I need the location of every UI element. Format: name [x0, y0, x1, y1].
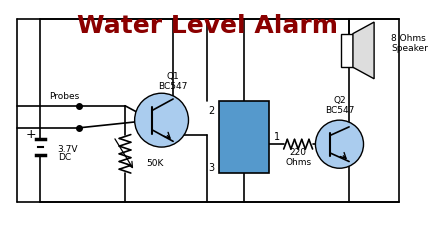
Text: 50K: 50K	[146, 159, 164, 168]
Text: Q2
BC547: Q2 BC547	[325, 96, 354, 115]
Circle shape	[315, 120, 363, 168]
Bar	[219, 101, 269, 173]
Text: Water Level Alarm: Water Level Alarm	[77, 14, 338, 38]
Text: 8 Ohms
Speaker: 8 Ohms Speaker	[391, 33, 428, 53]
Text: 3: 3	[208, 163, 214, 173]
Circle shape	[135, 93, 188, 147]
Text: UM66: UM66	[224, 130, 264, 144]
Polygon shape	[353, 22, 374, 79]
Text: 2: 2	[208, 106, 214, 116]
Text: Probes: Probes	[49, 92, 79, 101]
Text: 3.7V: 3.7V	[58, 145, 78, 154]
Text: Q1
BC547: Q1 BC547	[159, 72, 188, 91]
Text: +: +	[25, 128, 36, 141]
Text: DC: DC	[58, 153, 71, 162]
Bar	[341, 33, 353, 67]
Text: 220
Ohms: 220 Ohms	[285, 148, 311, 167]
Text: 1: 1	[274, 131, 280, 142]
